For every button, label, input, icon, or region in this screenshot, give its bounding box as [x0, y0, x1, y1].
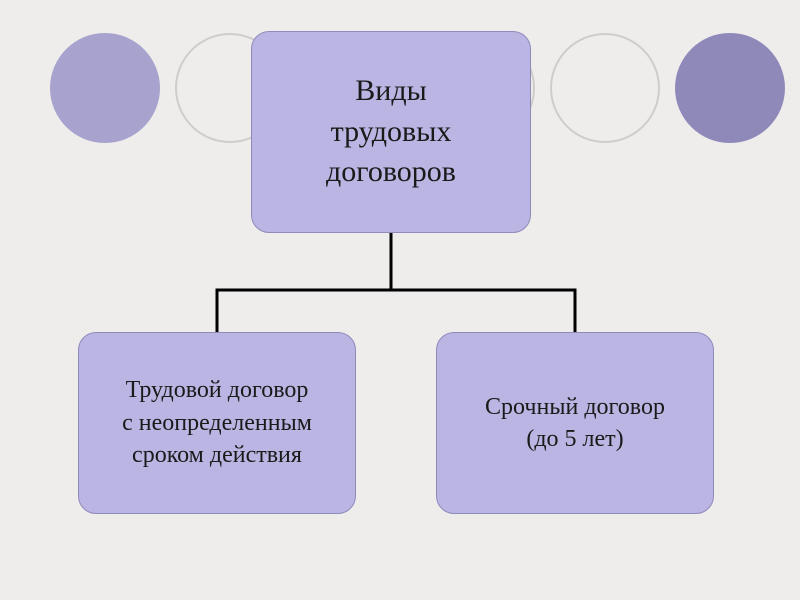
decorative-circle — [50, 33, 160, 143]
decorative-circle — [675, 33, 785, 143]
child-node-2: Срочный договор(до 5 лет) — [436, 332, 714, 514]
child-node-1-label: Трудовой договорс неопределеннымсроком д… — [122, 374, 312, 471]
root-node: Видытрудовыхдоговоров — [251, 31, 531, 233]
root-node-label: Видытрудовыхдоговоров — [326, 71, 456, 193]
child-node-1: Трудовой договорс неопределеннымсроком д… — [78, 332, 356, 514]
decorative-circle — [550, 33, 660, 143]
child-node-2-label: Срочный договор(до 5 лет) — [485, 391, 665, 456]
